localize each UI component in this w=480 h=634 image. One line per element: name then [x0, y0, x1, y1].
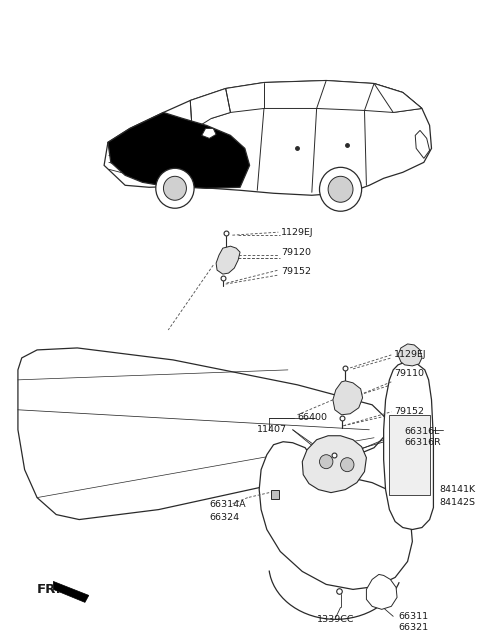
Polygon shape: [415, 131, 430, 158]
Text: 84141K: 84141K: [439, 485, 475, 494]
Text: 11407: 11407: [257, 425, 287, 434]
Polygon shape: [398, 344, 422, 366]
Text: 79120: 79120: [281, 248, 311, 257]
Text: 84142S: 84142S: [439, 498, 475, 507]
Text: 66400: 66400: [298, 413, 327, 422]
Polygon shape: [18, 348, 388, 519]
Text: 66314A: 66314A: [209, 500, 246, 509]
Text: 79152: 79152: [394, 407, 424, 417]
Circle shape: [340, 458, 354, 472]
Text: 66324: 66324: [209, 513, 240, 522]
Circle shape: [156, 168, 194, 208]
Polygon shape: [202, 129, 216, 138]
Bar: [389, 415, 430, 495]
Circle shape: [320, 455, 333, 469]
Polygon shape: [302, 436, 366, 493]
Text: 1129EJ: 1129EJ: [394, 351, 427, 359]
Circle shape: [164, 176, 186, 200]
Text: 66311: 66311: [398, 612, 428, 621]
Text: 66316L: 66316L: [405, 427, 440, 436]
Polygon shape: [374, 84, 422, 112]
Text: 66321: 66321: [398, 623, 428, 632]
Polygon shape: [190, 89, 230, 131]
Polygon shape: [366, 574, 397, 609]
Text: FR.: FR.: [37, 583, 62, 596]
Text: 66316R: 66316R: [405, 438, 442, 447]
Polygon shape: [206, 81, 422, 119]
Text: 1339CC: 1339CC: [317, 615, 354, 624]
Polygon shape: [108, 112, 250, 188]
Circle shape: [320, 167, 361, 211]
Text: 1129EJ: 1129EJ: [281, 228, 314, 236]
Polygon shape: [53, 581, 89, 602]
Polygon shape: [216, 246, 240, 274]
Text: 79152: 79152: [281, 267, 311, 276]
Circle shape: [328, 176, 353, 202]
Bar: [271, 489, 279, 498]
Text: 79110: 79110: [394, 370, 424, 378]
Polygon shape: [259, 442, 412, 590]
Polygon shape: [384, 362, 433, 529]
Polygon shape: [104, 81, 432, 195]
Polygon shape: [333, 381, 362, 415]
